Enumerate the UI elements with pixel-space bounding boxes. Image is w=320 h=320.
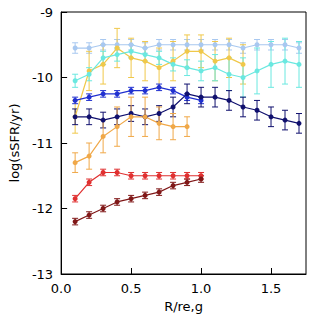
svg-text:log(sSFR/yr): log(sSFR/yr)	[7, 104, 22, 183]
svg-text:-9: -9	[40, 5, 53, 20]
svg-text:-10: -10	[32, 70, 53, 85]
svg-text:1.0: 1.0	[191, 281, 212, 296]
svg-text:0.0: 0.0	[51, 281, 72, 296]
svg-text:0.5: 0.5	[121, 281, 142, 296]
svg-text:1.5: 1.5	[261, 281, 282, 296]
svg-text:-13: -13	[32, 267, 53, 282]
svg-text:-12: -12	[32, 201, 53, 216]
svg-text:R/re,g: R/re,g	[164, 299, 203, 314]
svg-text:-11: -11	[32, 136, 53, 151]
